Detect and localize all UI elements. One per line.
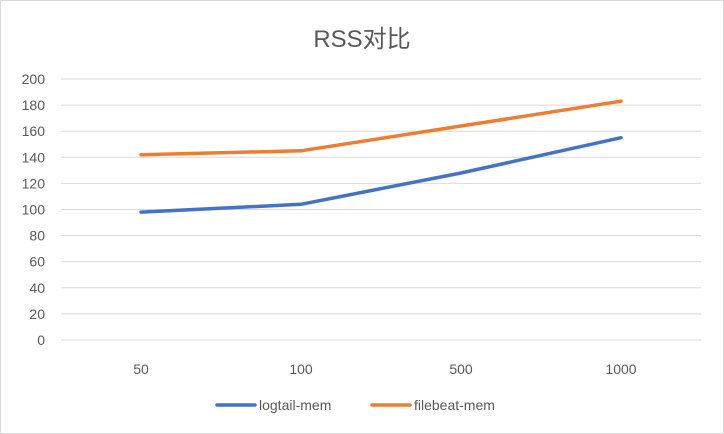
x-tick-label: 500: [449, 361, 473, 377]
series-line-logtail-mem: [139, 135, 623, 214]
series-lines: [139, 99, 623, 214]
series-line-filebeat-mem: [139, 99, 623, 157]
legend-label: filebeat-mem: [414, 397, 495, 413]
y-tick-label: 200: [22, 71, 46, 87]
y-tick-label: 120: [22, 175, 46, 191]
y-tick-label: 140: [22, 149, 46, 165]
y-tick-label: 160: [22, 123, 46, 139]
y-tick-label: 100: [22, 202, 46, 218]
x-tick-label: 100: [289, 361, 313, 377]
y-tick-label: 0: [37, 332, 45, 348]
y-tick-label: 180: [22, 97, 46, 113]
y-tick-label: 20: [29, 306, 45, 322]
y-tick-label: 60: [29, 254, 45, 270]
x-tick-label: 1000: [605, 361, 636, 377]
y-axis-ticks: 0 20 40 60 80 100 120 140 160 180 200: [22, 71, 46, 348]
gridlines: [61, 78, 701, 341]
legend: logtail-mem filebeat-mem: [215, 397, 495, 413]
legend-label: logtail-mem: [259, 397, 331, 413]
x-tick-label: 50: [133, 361, 149, 377]
x-axis-ticks: 50 100 500 1000: [133, 361, 637, 377]
chart-title: RSS对比: [313, 26, 410, 53]
y-tick-label: 80: [29, 228, 45, 244]
y-tick-label: 40: [29, 280, 45, 296]
